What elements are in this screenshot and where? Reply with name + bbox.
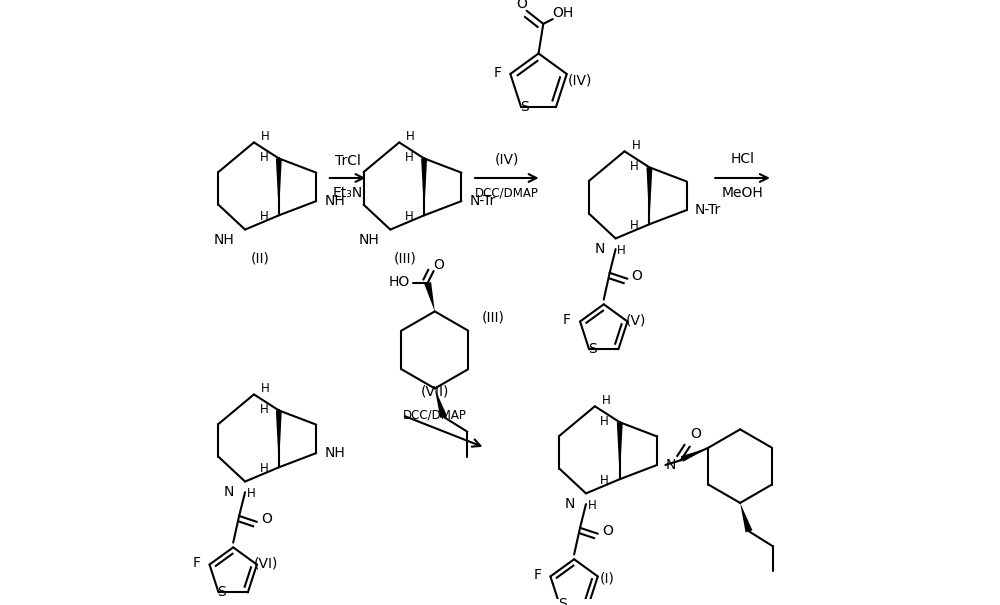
Text: (VII): (VII) <box>421 384 449 399</box>
Polygon shape <box>646 168 652 224</box>
Text: DCC/DMAP: DCC/DMAP <box>403 408 467 422</box>
Text: NH: NH <box>325 194 345 208</box>
Polygon shape <box>435 388 447 418</box>
Text: DCC/DMAP: DCC/DMAP <box>475 186 539 199</box>
Text: O: O <box>261 512 272 526</box>
Text: H: H <box>405 210 413 223</box>
Text: (V): (V) <box>626 313 647 327</box>
Text: N: N <box>595 242 605 256</box>
Text: (III): (III) <box>394 251 417 265</box>
Text: N: N <box>665 458 676 472</box>
Text: H: H <box>600 414 609 428</box>
Text: O: O <box>632 269 642 283</box>
Text: NH: NH <box>325 446 345 460</box>
Polygon shape <box>424 282 435 312</box>
Text: O: O <box>433 258 444 272</box>
Polygon shape <box>276 159 282 215</box>
Text: S: S <box>558 597 567 605</box>
Text: H: H <box>405 151 413 164</box>
Polygon shape <box>681 448 708 462</box>
Text: MeOH: MeOH <box>722 186 763 200</box>
Text: H: H <box>259 403 268 416</box>
Text: H: H <box>617 244 626 257</box>
Text: H: H <box>259 462 268 475</box>
Text: H: H <box>630 219 639 232</box>
Text: HO: HO <box>389 275 410 289</box>
Text: N: N <box>565 497 575 511</box>
Text: H: H <box>261 382 270 395</box>
Text: NH: NH <box>214 234 234 247</box>
Text: (VI): (VI) <box>254 557 278 571</box>
Text: H: H <box>602 394 611 407</box>
Text: H: H <box>632 139 640 152</box>
Text: H: H <box>588 499 596 512</box>
Polygon shape <box>740 503 752 532</box>
Polygon shape <box>617 422 623 479</box>
Text: Et₃N: Et₃N <box>332 186 363 200</box>
Text: O: O <box>602 524 613 538</box>
Text: O: O <box>690 427 701 440</box>
Text: (I): (I) <box>599 571 614 585</box>
Text: H: H <box>247 487 255 500</box>
Text: NH: NH <box>359 234 380 247</box>
Text: O: O <box>516 0 527 11</box>
Text: S: S <box>588 342 596 356</box>
Text: S: S <box>520 100 528 114</box>
Text: F: F <box>533 568 541 582</box>
Text: S: S <box>217 586 226 600</box>
Text: (II): (II) <box>250 251 269 265</box>
Text: H: H <box>259 151 268 164</box>
Text: H: H <box>406 130 415 143</box>
Text: N-Tr: N-Tr <box>695 203 721 217</box>
Text: HCl: HCl <box>730 152 754 166</box>
Polygon shape <box>276 410 282 467</box>
Text: (IV): (IV) <box>495 152 519 166</box>
Text: N: N <box>224 485 234 499</box>
Text: (III): (III) <box>481 310 504 324</box>
Text: F: F <box>192 557 200 571</box>
Text: H: H <box>600 474 609 487</box>
Polygon shape <box>421 159 427 215</box>
Text: N-Tr: N-Tr <box>470 194 496 208</box>
Text: H: H <box>630 160 639 172</box>
Text: TrCl: TrCl <box>335 154 361 168</box>
Text: (IV): (IV) <box>568 73 592 87</box>
Text: H: H <box>259 210 268 223</box>
Text: H: H <box>261 130 270 143</box>
Text: F: F <box>563 313 571 327</box>
Text: OH: OH <box>552 6 573 20</box>
Text: F: F <box>493 66 501 80</box>
